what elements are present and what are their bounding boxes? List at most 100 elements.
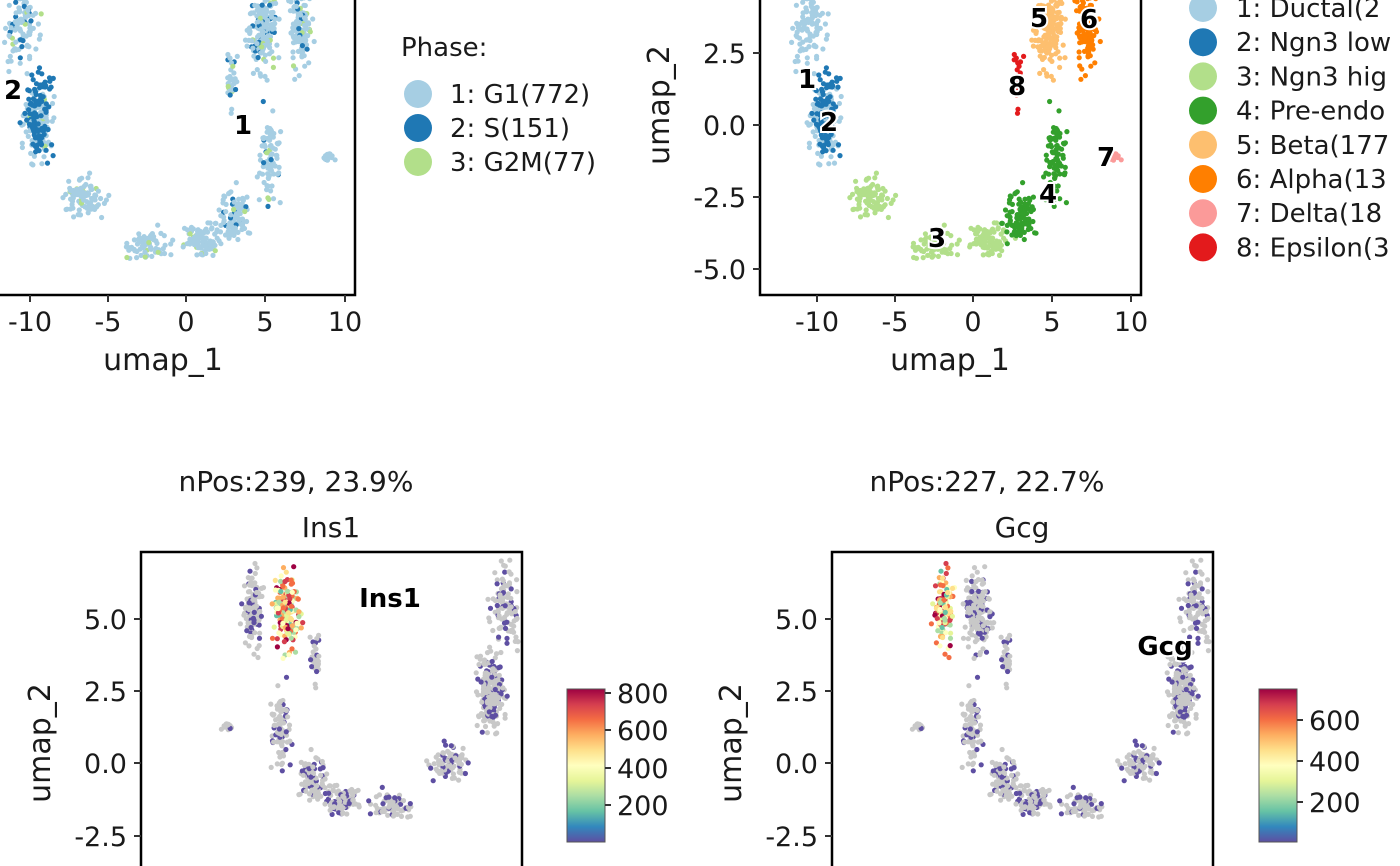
- cell-point: [960, 711, 966, 717]
- cell-point: [452, 755, 458, 761]
- cell-point: [800, 0, 806, 5]
- cell-point: [277, 200, 283, 206]
- cell-point: [884, 195, 891, 202]
- x-tick-label: -5: [95, 307, 122, 338]
- cell-point: [484, 730, 490, 736]
- cell-point: [822, 69, 828, 75]
- cell-point: [373, 794, 379, 800]
- cell-point: [478, 679, 484, 685]
- cell-point: [857, 195, 863, 201]
- cell-point: [302, 22, 308, 28]
- y-tick-label: -2.5: [693, 183, 746, 214]
- cell-point: [226, 190, 233, 196]
- cell-point: [504, 693, 510, 699]
- cell-point: [306, 60, 312, 66]
- cell-point: [243, 204, 249, 210]
- cell-point: [288, 577, 294, 583]
- y-tick-label: 5.0: [84, 605, 127, 636]
- cell-point: [1057, 798, 1063, 804]
- cell-point: [974, 569, 980, 575]
- cell-point: [928, 234, 934, 240]
- cell-point: [254, 565, 260, 571]
- cell-point: [795, 58, 801, 64]
- legend-swatch: [404, 114, 432, 142]
- legend-label: 3: G2M(77): [450, 148, 596, 178]
- cell-point: [485, 596, 491, 602]
- cell-point: [347, 788, 353, 794]
- cell-point: [804, 37, 811, 43]
- cell-point: [299, 43, 305, 49]
- cell-point: [506, 569, 512, 575]
- cell-point: [959, 764, 965, 771]
- cell-point: [1000, 664, 1006, 670]
- cell-point: [500, 578, 506, 584]
- cell-point: [319, 758, 325, 765]
- cell-point: [306, 21, 312, 27]
- cell-point: [1028, 208, 1034, 215]
- cell-point: [987, 614, 993, 620]
- cluster-label: 1: [798, 65, 816, 95]
- cell-point: [490, 627, 496, 634]
- cell-point: [493, 678, 499, 684]
- cell-point: [1055, 161, 1061, 167]
- cell-point: [965, 644, 972, 650]
- cell-point: [879, 192, 885, 198]
- cell-point: [88, 199, 94, 205]
- cell-point: [495, 721, 501, 727]
- cell-point: [1053, 2, 1059, 8]
- cell-point: [229, 106, 235, 112]
- cell-point: [38, 113, 44, 119]
- cell-point: [29, 161, 35, 167]
- cell-point: [260, 136, 267, 142]
- cell-point: [830, 108, 836, 114]
- cell-point: [249, 38, 255, 44]
- cell-point: [27, 53, 33, 60]
- cell-point: [811, 42, 817, 48]
- legend-swatch: [1189, 96, 1217, 125]
- cell-point: [920, 255, 926, 261]
- colorbar-label: 600: [617, 716, 669, 747]
- cell-point: [386, 794, 392, 800]
- cell-point: [1130, 761, 1136, 767]
- cell-point: [998, 634, 1004, 640]
- cell-point: [999, 746, 1005, 753]
- cell-point: [1195, 619, 1201, 625]
- cell-point: [941, 240, 947, 246]
- cell-point: [40, 94, 46, 100]
- cell-point: [1003, 681, 1009, 687]
- cell-point: [1188, 593, 1194, 599]
- cell-point: [942, 609, 948, 616]
- cell-point: [296, 614, 302, 620]
- legend-swatch: [404, 80, 432, 108]
- cell-point: [17, 37, 24, 43]
- cell-point: [947, 635, 954, 641]
- cell-point: [984, 627, 990, 633]
- cell-point: [17, 28, 24, 34]
- cell-point: [1167, 661, 1173, 668]
- cell-point: [296, 26, 302, 32]
- cell-point: [821, 98, 827, 104]
- cell-point: [505, 582, 511, 588]
- cell-point: [218, 213, 224, 219]
- cell-point: [1022, 201, 1028, 207]
- cell-point: [269, 151, 275, 157]
- cell-point: [494, 730, 500, 736]
- cell-point: [494, 602, 500, 609]
- cell-point: [937, 606, 943, 613]
- cell-point: [793, 2, 800, 8]
- cell-point: [1054, 142, 1060, 149]
- cell-point: [198, 232, 204, 238]
- cell-point: [353, 801, 359, 807]
- cell-point: [980, 589, 986, 595]
- cell-point: [3, 25, 9, 31]
- cell-point: [198, 245, 204, 251]
- cell-point: [1050, 9, 1056, 15]
- cell-point: [308, 657, 314, 663]
- cell-point: [994, 244, 1001, 250]
- cell-point: [1026, 216, 1032, 222]
- cell-point: [989, 625, 995, 631]
- cell-point: [1029, 37, 1035, 43]
- cell-point: [1060, 152, 1066, 159]
- cell-point: [295, 48, 301, 55]
- cell-point: [282, 578, 288, 585]
